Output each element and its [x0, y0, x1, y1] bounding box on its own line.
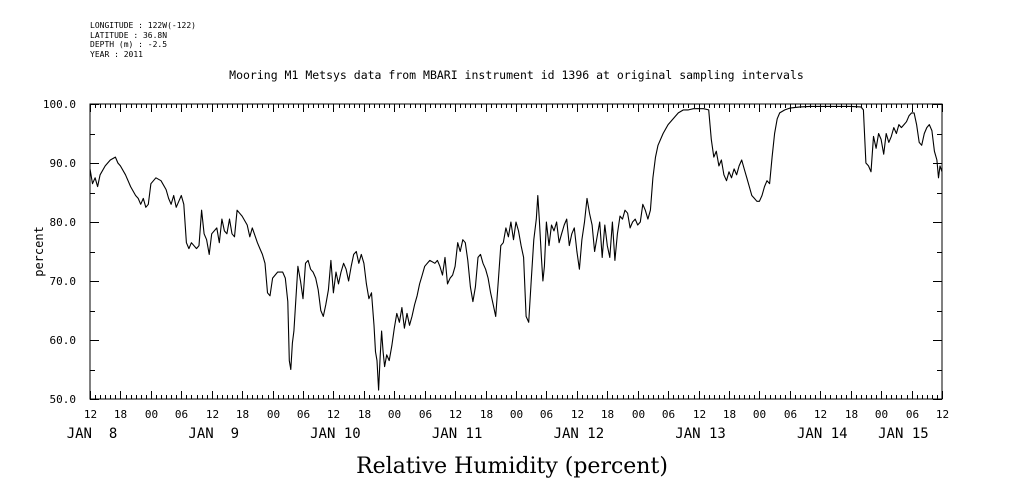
- x-tick-label: 00: [753, 408, 766, 421]
- x-day-label: JAN 9: [188, 426, 239, 442]
- x-tick-label: 12: [84, 408, 97, 421]
- x-tick-label: 06: [419, 408, 432, 421]
- year-label: YEAR : 2011: [90, 49, 143, 59]
- x-tick-label: 00: [388, 408, 401, 421]
- x-day-label: JAN 15: [878, 426, 929, 442]
- y-axis-title: percent: [32, 226, 46, 277]
- x-axis-title: Relative Humidity (percent): [356, 454, 668, 479]
- x-tick-label: 18: [480, 408, 493, 421]
- x-day-label: JAN 13: [675, 426, 726, 442]
- x-tick-label: 06: [906, 408, 919, 421]
- x-tick-label: 12: [571, 408, 584, 421]
- x-tick-label: 18: [845, 408, 858, 421]
- x-tick-label: 12: [206, 408, 219, 421]
- x-tick-label: 18: [601, 408, 614, 421]
- x-tick-label: 18: [114, 408, 127, 421]
- x-tick-label: 06: [662, 408, 675, 421]
- chart-svg: 12 18 00 06 12 18 00 06 12 18 00 06 12 18 00 06 12 18 00 06…: [32, 98, 949, 442]
- y-tick-label: 70.0: [50, 275, 77, 288]
- x-tick-label: 00: [267, 408, 280, 421]
- x-day-label: JAN 8: [67, 426, 118, 442]
- longitude-label: LONGITUDE : 122W(-122): [90, 21, 196, 30]
- x-tick-label: 18: [358, 408, 371, 421]
- chart-title: Mooring M1 Metsys data from MBARI instru…: [229, 68, 804, 82]
- x-tick-label: 06: [175, 408, 188, 421]
- y-tick-label: 50.0: [50, 393, 77, 406]
- x-tick-label: 06: [297, 408, 310, 421]
- depth-label: DEPTH (m) : -2.5: [90, 40, 168, 49]
- x-day-label: JAN 11: [432, 426, 483, 442]
- x-tick-label: 18: [723, 408, 736, 421]
- x-tick-label: 12: [693, 408, 706, 421]
- x-tick-label: 06: [540, 408, 553, 421]
- x-day-label: JAN 10: [310, 426, 361, 442]
- x-tick-label: 00: [145, 408, 158, 421]
- x-day-label: JAN 12: [554, 426, 605, 442]
- x-tick-label: 12: [814, 408, 827, 421]
- x-tick-label: 00: [875, 408, 888, 421]
- y-tick-label: 90.0: [50, 157, 77, 170]
- x-tick-label: 12: [936, 408, 949, 421]
- y-tick-label: 80.0: [50, 216, 77, 229]
- x-tick-label: 12: [327, 408, 340, 421]
- metadata-block: LONGITUDE : 122W(-122) LATITUDE : 36.8N DE…: [90, 21, 196, 59]
- x-tick-label: 18: [236, 408, 249, 421]
- x-day-label: JAN 14: [797, 426, 848, 442]
- plot-frame: [89, 103, 943, 400]
- series-line: [89, 105, 943, 391]
- latitude-label: LATITUDE : 36.8N: [90, 30, 168, 40]
- x-tick-label: 00: [510, 408, 523, 421]
- x-tick-label: 06: [784, 408, 797, 421]
- x-tick-label: 12: [449, 408, 462, 421]
- y-tick-label: 60.0: [50, 334, 77, 347]
- x-minor-ticks: [95, 104, 938, 399]
- y-tick-label: 100.0: [43, 98, 76, 111]
- x-tick-label: 00: [632, 408, 645, 421]
